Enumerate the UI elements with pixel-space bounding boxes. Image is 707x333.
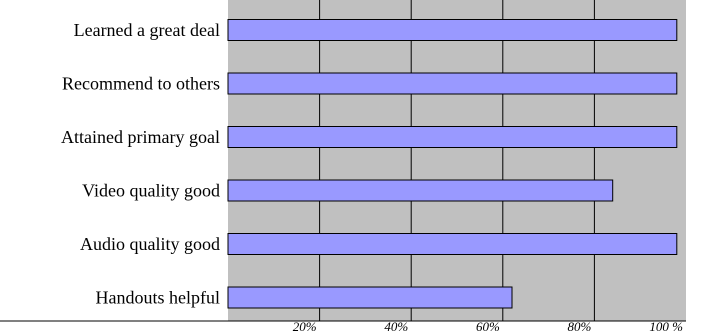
category-label: Attained primary goal: [61, 127, 220, 147]
plot-area: [228, 0, 686, 321]
category-labels: Learned a great deal Recommend to others A…: [61, 20, 220, 308]
bar-attained-primary-goal: [227, 126, 678, 148]
category-label: Recommend to others: [62, 74, 220, 94]
x-tick-labels: 20% 40% 60% 80% 100 %: [293, 319, 683, 333]
category-label: Learned a great deal: [74, 20, 220, 40]
grid-lines: [319, 0, 595, 321]
x-tick-label: 100 %: [649, 319, 683, 333]
x-tick-label: 40%: [384, 319, 408, 333]
category-label: Handouts helpful: [96, 288, 220, 308]
x-tick-label: 20%: [293, 319, 317, 333]
category-label: Audio quality good: [80, 234, 220, 254]
bar-learned-a-great-deal: [227, 19, 678, 41]
x-tick-label: 60%: [476, 319, 500, 333]
x-tick-label: 80%: [568, 319, 592, 333]
bars: [227, 19, 678, 309]
bar-handouts-helpful: [227, 286, 513, 309]
bar-recommend-to-others: [227, 72, 678, 95]
bar-video-quality-good: [227, 179, 614, 202]
bar-audio-quality-good: [227, 233, 678, 255]
category-label: Video quality good: [82, 181, 220, 201]
